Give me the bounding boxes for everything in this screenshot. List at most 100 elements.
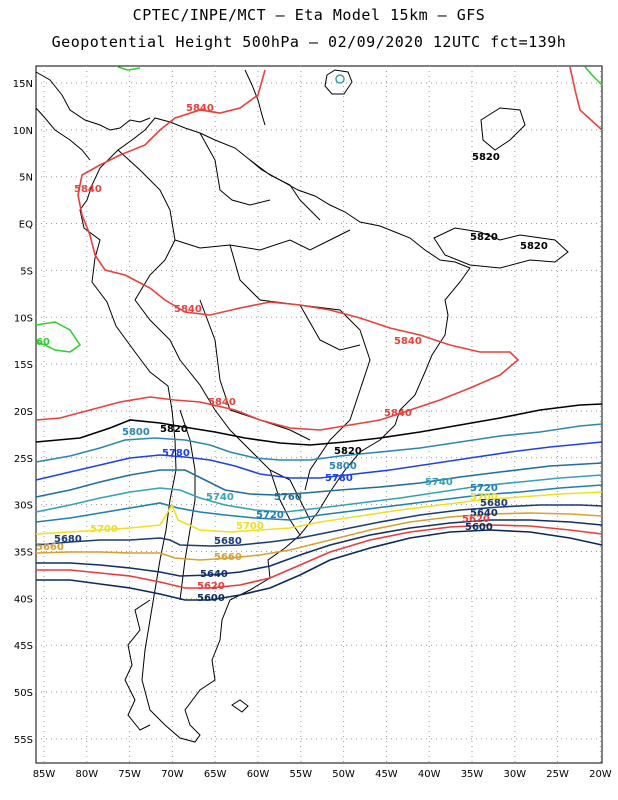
contour-5720 [35,484,603,523]
green-contour-2 [35,321,82,353]
label-5840: 5840 [394,336,422,347]
longitude-labels: 85W 80W 75W 70W 65W 60W 55W 50W 45W 40W 35W 30W 25W 2… [33,769,612,780]
label-5820: 5820 [160,424,188,435]
label-5840: 5840 [208,397,236,408]
label-60: 60 [36,337,50,348]
green-contours [35,66,603,353]
label-5820: 5820 [470,232,498,243]
lat-label: 20S [14,407,33,418]
contour-5760 [35,462,603,498]
map-title-line-1: CPTEC/INPE/MCT – Eta Model 15km – GFS [132,6,486,24]
contour-5800 [35,423,603,463]
label-5740: 5740 [425,477,453,488]
contour-5640 [36,519,603,577]
lat-label: 30S [14,501,33,512]
graticule [36,66,602,763]
label-5640: 5640 [470,508,498,519]
label-5680: 5680 [480,498,508,509]
latitude-labels: 15N 10N 5N EQ 5S 10S 15S 20S 25S 30S 35S 40S 45S 50S 5… [13,79,33,746]
label-5700: 5700 [236,521,264,532]
lon-label: 25W [546,769,569,780]
label-5640: 5640 [200,569,228,580]
lon-label: 75W [118,769,141,780]
southern-fjords [124,599,151,731]
contour-5680 [35,504,603,547]
lat-label: 5N [19,173,33,184]
label-5840: 5840 [384,408,412,419]
contour-5700 [35,491,603,535]
lat-label: 15N [13,79,33,90]
lon-label: 50W [332,769,355,780]
label-5600: 5600 [197,593,225,604]
contour-5840-north [35,69,520,431]
lat-label: 45S [14,641,33,652]
map-title-line-2: Geopotential Height 500hPa – 02/09/2020 … [51,33,567,51]
lon-label: 20W [589,769,612,780]
label-5800: 5800 [329,461,357,472]
label-5660: 5660 [36,542,64,553]
lon-label: 35W [461,769,484,780]
label-5620: 5620 [462,514,490,525]
atlantic-island-2 [433,227,569,269]
coastlines [35,69,569,743]
lon-label: 85W [33,769,56,780]
label-5820: 5820 [472,152,500,163]
atlantic-island-3 [324,69,353,95]
label-5780: 5780 [162,448,190,459]
lat-label: 10S [14,313,33,324]
borders [117,132,371,601]
lat-label: 35S [14,548,33,559]
lon-label: 65W [204,769,227,780]
label-5680: 5680 [214,536,242,547]
lat-label: 50S [14,688,33,699]
height-contours [35,66,603,601]
label-5780: 5780 [325,473,353,484]
label-5660: 5660 [214,552,242,563]
lat-label: 55S [14,735,33,746]
lat-label: 40S [14,594,33,605]
label-5720: 5720 [470,483,498,494]
contour-5600 [36,529,603,601]
label-5620: 5620 [197,581,225,592]
label-5840: 5840 [186,103,214,114]
lat-label: 15S [14,360,33,371]
contour-5660 [35,512,603,561]
lon-label: 70W [161,769,184,780]
label-5820: 5820 [520,241,548,252]
label-5840: 5840 [74,184,102,195]
contour-5740 [35,474,603,513]
label-5820: 5820 [334,446,362,457]
lon-label: 60W [247,769,270,780]
label-5600: 5600 [465,522,493,533]
lon-label: 40W [418,769,441,780]
green-contour-1 [117,66,141,71]
lon-label: 55W [289,769,312,780]
label-5800: 5800 [122,427,150,438]
green-contour-3 [584,66,603,86]
lat-label: 25S [14,454,33,465]
central-america-pacific [35,107,91,161]
label-5720: 5720 [256,510,284,521]
lat-label: EQ [19,220,33,231]
label-5700: 5700 [470,492,498,503]
lat-label: 10N [13,126,33,137]
lon-label: 80W [75,769,98,780]
label-5700: 5700 [90,524,118,535]
contour-labels: 5840 5840 5840 5840 5840 5840 5820 5820 … [36,103,548,604]
label-5680: 5680 [54,534,82,545]
label-5760: 5760 [274,492,302,503]
label-5740: 5740 [206,492,234,503]
lat-label: 5S [20,266,33,277]
caribbean-arc [244,69,266,126]
lon-label: 30W [503,769,526,780]
atlantic-island-1 [480,107,526,151]
map-frame [35,65,603,764]
falklands [231,699,249,713]
contour-5620 [36,524,603,589]
label-5840: 5840 [174,304,202,315]
small-contour-ring [335,74,345,84]
contour-5820 [35,403,603,446]
lon-label: 45W [375,769,398,780]
central-america-coast [35,71,151,131]
